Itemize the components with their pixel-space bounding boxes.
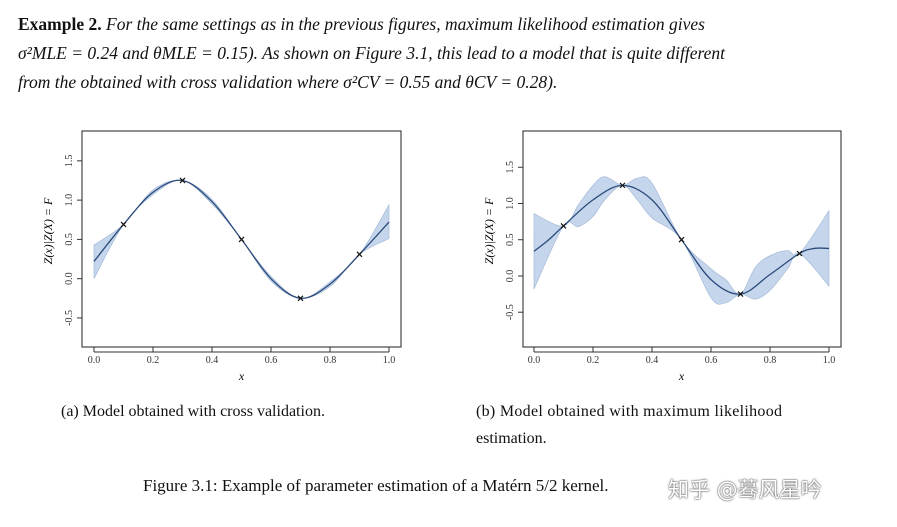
- x-tick-label: 0.2: [587, 355, 600, 366]
- caption-b-line1: (b) Model obtained with maximum likeliho…: [476, 403, 783, 420]
- x-tick-label: 1.0: [823, 355, 836, 366]
- chart-a: 0.0 0.2 0.4 0.6 0.8 1.0 -0.5 0.0 0.5 1.0 1.5 x Z(x)|…: [41, 130, 402, 383]
- plot-frame: [522, 130, 842, 348]
- x-tick-label: 0.4: [646, 355, 659, 366]
- observation-point: [796, 250, 803, 257]
- x-tick-label: 0.0: [528, 355, 541, 366]
- observation-point: [297, 295, 304, 302]
- watermark: 知乎 @蓦风星吟: [668, 478, 822, 502]
- x-tick-label: 0.8: [764, 355, 777, 366]
- x-tick-label: 0.2: [147, 355, 160, 366]
- observation-point: [678, 236, 685, 243]
- x-tick-label: 0.6: [705, 355, 718, 366]
- y-tick-label: 1.5: [64, 155, 75, 168]
- x-tick-label: 0.0: [88, 355, 101, 366]
- observation-point: [356, 251, 363, 258]
- x-axis-label: x: [238, 369, 245, 383]
- y-tick-label: 1.0: [505, 197, 516, 210]
- y-tick-label: 0.5: [64, 233, 75, 246]
- observation-point: [560, 223, 567, 229]
- x-tick-label: 0.4: [206, 355, 219, 366]
- chart-b: 0.0 0.2 0.4 0.6 0.8 1.0 -0.5 0.0 0.5 1.0 1.5 x Z(x)|…: [482, 130, 842, 383]
- x-tick-label: 0.6: [265, 355, 278, 366]
- x-tick-label: 0.8: [324, 355, 337, 366]
- y-axis-label: Z(x)|Z(X) = F: [482, 197, 496, 264]
- figure-caption: Figure 3.1: Example of parameter estimat…: [143, 476, 609, 495]
- paragraph-line-2: σ²MLE = 0.24 and θMLE = 0.15). As shown …: [18, 43, 726, 63]
- example-paragraph: Example 2. For the same settings as in t…: [18, 10, 883, 97]
- x-axis-label: x: [678, 369, 685, 383]
- y-tick-label: -0.5: [505, 304, 516, 320]
- y-tick-label: 1.5: [505, 161, 516, 174]
- paragraph-line-3: from the obtained with cross validation …: [18, 72, 558, 92]
- y-tick-label: 1.0: [64, 194, 75, 207]
- observation-point: [238, 236, 245, 243]
- x-tick-label: 1.0: [383, 355, 396, 366]
- observation-point: [737, 291, 744, 298]
- y-tick-label: -0.5: [64, 310, 75, 326]
- observation-point: [179, 177, 186, 184]
- caption-a: (a) Model obtained with cross validation…: [61, 403, 325, 420]
- y-tick-label: 0.5: [505, 233, 516, 246]
- y-tick-label: 0.0: [64, 272, 75, 285]
- observation-point: [619, 182, 626, 189]
- caption-b-line2: estimation.: [476, 430, 547, 447]
- observation-point: [120, 221, 127, 228]
- y-axis-label: Z(x)|Z(X) = F: [41, 197, 55, 264]
- y-tick-label: 0.0: [505, 270, 516, 283]
- paragraph-line-1: For the same settings as in the previous…: [101, 14, 705, 34]
- example-lead: Example 2.: [18, 14, 102, 34]
